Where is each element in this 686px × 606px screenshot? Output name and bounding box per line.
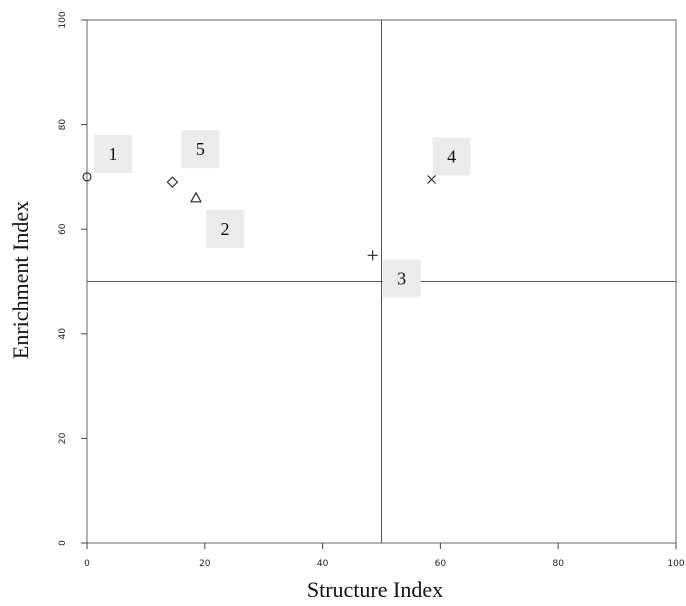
x-axis: 0 20 40 60 80 100 <box>84 543 685 569</box>
triangle-marker <box>190 191 202 203</box>
point-markers <box>82 172 436 261</box>
y-axis-title: Enrichment Index <box>8 201 33 359</box>
y-tick-label: 80 <box>58 119 68 131</box>
point-label: 3 <box>397 268 406 288</box>
x-tick-label: 20 <box>199 559 211 569</box>
point-label: 2 <box>220 219 229 239</box>
point-label: 5 <box>196 139 205 159</box>
y-tick-label: 60 <box>58 223 68 235</box>
x-tick-label: 0 <box>84 559 90 569</box>
x-axis-title: Structure Index <box>307 577 443 602</box>
cross-marker <box>427 175 436 184</box>
x-tick-label: 40 <box>317 559 329 569</box>
point-label: 1 <box>109 144 118 164</box>
y-tick-label: 0 <box>58 540 68 546</box>
y-axis: 0 20 40 60 80 100 <box>58 11 87 546</box>
point-label-box <box>181 130 220 169</box>
point-label: 4 <box>447 147 456 167</box>
x-tick-label: 80 <box>552 559 564 569</box>
reference-lines <box>87 20 676 543</box>
circle-marker <box>82 172 92 182</box>
x-tick-label: 60 <box>435 559 447 569</box>
y-tick-label: 40 <box>58 328 68 340</box>
point-label-box <box>205 209 244 248</box>
diamond-marker <box>166 176 179 188</box>
plus-marker <box>367 250 378 261</box>
point-label-box <box>432 137 471 176</box>
point-label-box <box>94 134 132 173</box>
y-tick-label: 100 <box>58 11 68 28</box>
point-label-box <box>382 259 421 298</box>
x-tick-label: 100 <box>667 559 684 569</box>
y-tick-label: 20 <box>58 432 68 444</box>
point-label-boxes: 1 2 3 4 5 <box>94 130 471 298</box>
